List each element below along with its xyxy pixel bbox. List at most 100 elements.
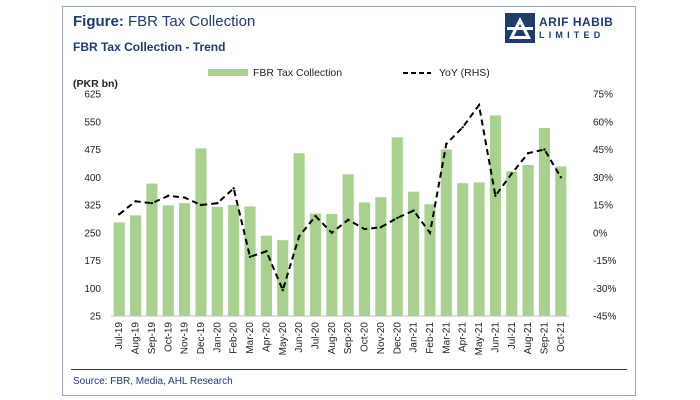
x-tick-label: Mar-21	[441, 322, 452, 354]
yoy-point-Sep-19	[150, 201, 154, 205]
figure-panel: Figure: FBR Tax Collection FBR Tax Colle…	[62, 6, 636, 396]
x-tick-label: Feb-21	[425, 322, 436, 354]
bar-Aug-21	[522, 165, 534, 316]
yoy-point-Sep-20	[346, 218, 350, 221]
yoy-point-May-21	[477, 103, 481, 107]
yoy-point-Jun-20	[297, 235, 301, 238]
y2-tick-label: -30%	[593, 284, 616, 295]
x-tick-label: Aug-19	[131, 322, 142, 355]
yoy-point-Nov-19	[183, 196, 186, 199]
x-tick-label: Jul-20	[310, 322, 321, 350]
x-tick-label: Dec-20	[392, 322, 403, 355]
yoy-point-Jan-20	[216, 201, 219, 205]
y-axis-title: (PKR bn)	[73, 78, 118, 90]
yoy-point-Oct-21	[559, 176, 563, 179]
x-tick-label: Jan-20	[212, 322, 223, 353]
y-tick-label: 400	[84, 173, 101, 184]
yoy-point-Feb-20	[232, 187, 235, 190]
bar-May-20	[277, 240, 289, 316]
yoy-point-Sep-21	[543, 148, 546, 151]
x-tick-label: Nov-20	[376, 322, 387, 355]
bar-Apr-21	[457, 183, 469, 316]
y2-tick-label: 75%	[593, 90, 613, 101]
bar-Jan-21	[408, 191, 420, 316]
yoy-point-Dec-20	[396, 216, 399, 220]
x-tick-label: Sep-21	[539, 322, 550, 355]
bar-Feb-20	[228, 205, 240, 316]
y2-tick-label: 30%	[593, 173, 613, 184]
logo-mark-icon	[505, 13, 535, 43]
bar-Jul-21	[506, 171, 518, 316]
x-tick-label: Jan-21	[409, 322, 420, 353]
y-tick-label: 250	[84, 228, 101, 239]
yoy-point-Feb-21	[428, 231, 432, 234]
bar-Sep-20	[342, 174, 354, 316]
yoy-point-Dec-19	[199, 203, 203, 207]
footer-divider	[71, 369, 627, 370]
x-tick-label: Apr-21	[458, 322, 469, 352]
bar-Jun-21	[489, 115, 501, 317]
bar-Nov-19	[179, 203, 191, 316]
figure-title: Figure: FBR Tax Collection	[73, 13, 255, 30]
yoy-point-Apr-21	[461, 126, 464, 129]
y2-tick-label: 60%	[593, 117, 613, 128]
yoy-point-Jun-21	[494, 194, 497, 197]
bar-Dec-20	[391, 137, 403, 316]
bar-Oct-21	[555, 166, 567, 316]
yoy-point-Mar-20	[248, 255, 252, 258]
x-tick-label: Oct-20	[360, 322, 371, 352]
yoy-point-Jul-21	[510, 172, 513, 175]
yoy-point-Oct-19	[167, 194, 170, 197]
yoy-point-Mar-21	[445, 142, 448, 146]
bar-Aug-20	[326, 213, 338, 316]
y2-tick-label: 0%	[593, 228, 608, 239]
x-tick-label: May-21	[474, 322, 485, 356]
bar-Sep-19	[146, 183, 158, 316]
figure-title-text: FBR Tax Collection	[128, 13, 256, 30]
x-tick-label: Nov-19	[180, 322, 191, 355]
y-tick-label: 625	[84, 90, 101, 101]
bar-Jul-19	[113, 222, 125, 316]
x-tick-label: Aug-20	[327, 322, 338, 355]
x-tick-label: Oct-19	[163, 322, 174, 352]
x-tick-label: Sep-20	[343, 322, 354, 355]
yoy-point-Aug-21	[526, 152, 530, 155]
x-tick-label: Jun-20	[294, 322, 305, 353]
bar-Mar-20	[244, 206, 256, 316]
yoy-point-Aug-19	[134, 200, 137, 203]
yoy-point-Jan-21	[412, 209, 415, 212]
yoy-point-Aug-20	[330, 231, 334, 234]
y-tick-label: 475	[84, 145, 101, 156]
bar-Mar-21	[440, 149, 452, 316]
yoy-point-Jul-19	[117, 213, 121, 216]
x-tick-label: Aug-21	[523, 322, 534, 355]
bar-Jun-20	[293, 153, 305, 316]
company-logo: ARIF HABIB LIMITED	[505, 13, 629, 47]
y-tick-label: 550	[84, 117, 101, 128]
chart-title: FBR Tax Collection - Trend	[73, 40, 226, 54]
x-tick-label: Jul-21	[507, 322, 518, 350]
x-tick-label: Jun-21	[490, 322, 501, 353]
bar-Oct-20	[358, 202, 371, 316]
y2-tick-label: -45%	[593, 312, 616, 323]
legend-bar-label: FBR Tax Collection	[253, 67, 342, 79]
logo-name: ARIF HABIB	[539, 15, 614, 29]
x-tick-label: May-20	[278, 322, 289, 356]
bar-Feb-21	[424, 204, 436, 316]
source-note: Source: FBR, Media, AHL Research	[73, 376, 233, 387]
yoy-point-Nov-20	[379, 226, 383, 229]
legend-bar-swatch	[208, 69, 248, 76]
x-tick-label: Jul-19	[114, 322, 125, 350]
yoy-point-May-20	[281, 288, 284, 292]
bar-Dec-19	[195, 148, 207, 316]
x-tick-label: Apr-20	[261, 322, 272, 352]
legend-line-label: YoY (RHS)	[439, 67, 490, 79]
x-tick-label: Oct-21	[556, 322, 567, 352]
x-tick-label: Sep-19	[147, 322, 158, 355]
bar-May-21	[473, 182, 485, 316]
y2-tick-label: -15%	[593, 256, 616, 267]
bar-Jan-20	[211, 206, 223, 316]
yoy-point-Oct-20	[363, 227, 366, 231]
y-tick-label: 25	[90, 312, 102, 323]
y2-tick-label: 45%	[593, 145, 613, 156]
